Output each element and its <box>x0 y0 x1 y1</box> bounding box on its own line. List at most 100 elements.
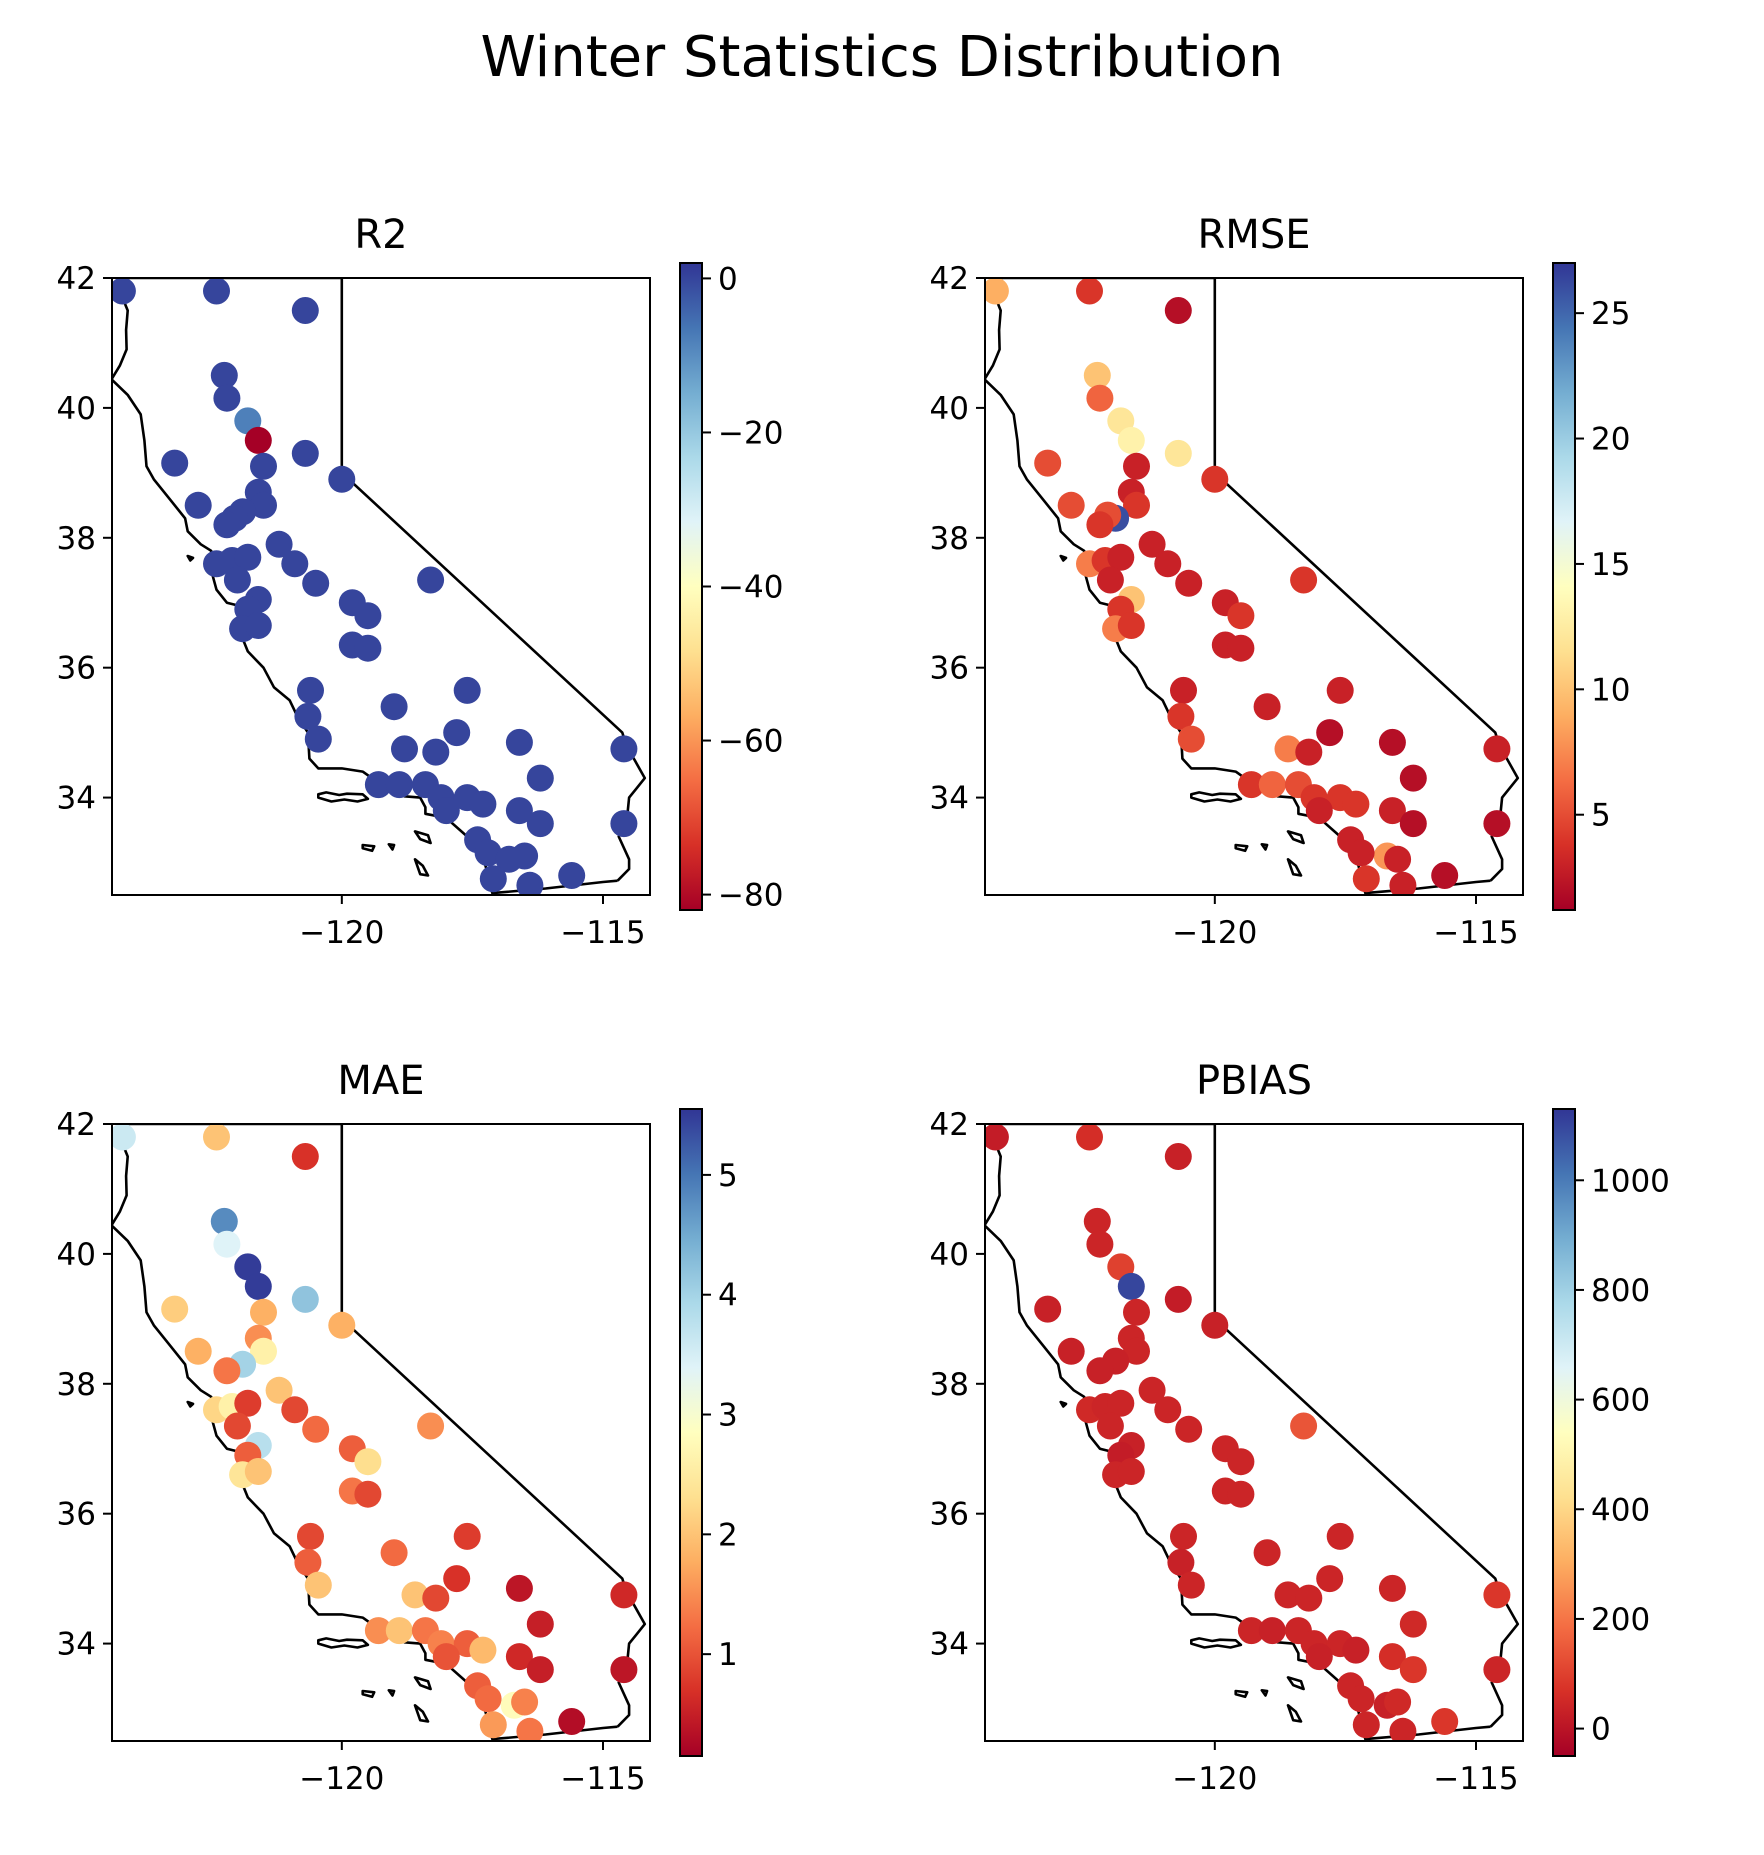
axes-frame <box>111 1123 651 1742</box>
colorbar-tick-label: 5 <box>718 1158 738 1194</box>
y-tick-label: 38 <box>930 521 969 557</box>
y-tick-label: 34 <box>57 781 96 817</box>
station-point <box>380 1539 408 1567</box>
colorbar-fill <box>1553 1109 1575 1756</box>
station-point <box>364 1617 392 1645</box>
station-point <box>526 810 554 838</box>
station-point <box>281 550 309 578</box>
station-point <box>354 602 382 630</box>
station-point <box>985 278 1009 305</box>
x-tick-label: −120 <box>1172 1761 1257 1797</box>
station-point <box>417 566 445 594</box>
station-point <box>213 1357 241 1385</box>
station-point <box>474 1685 502 1713</box>
station-point <box>432 797 460 825</box>
panel-rmse: RMSE −120 −115 34 36 38 40 42 5 10 15 20 25 <box>930 212 1631 951</box>
map-outline <box>985 1124 1520 1741</box>
station-point <box>112 1124 136 1151</box>
station-point <box>112 278 136 305</box>
y-tick-label: 40 <box>930 391 969 427</box>
station-point <box>1117 612 1145 639</box>
island <box>186 554 195 562</box>
colorbar-fill <box>680 1109 702 1756</box>
station-point <box>210 1207 238 1235</box>
island <box>1059 554 1068 562</box>
y-tick-label: 42 <box>930 1107 969 1143</box>
station-point <box>1086 1230 1114 1258</box>
island <box>1260 843 1269 851</box>
y-tick-label: 34 <box>57 1627 96 1663</box>
station-point <box>1378 1574 1406 1602</box>
station-point <box>505 1574 533 1602</box>
station-point <box>1164 1143 1192 1170</box>
station-point <box>1227 634 1255 662</box>
colorbar-tick-label: 3 <box>718 1398 738 1434</box>
station-point <box>469 1636 497 1664</box>
station-point <box>244 426 272 454</box>
station-point <box>1378 797 1406 825</box>
station-point <box>1384 1688 1412 1716</box>
station-point <box>1483 810 1511 838</box>
colorbar-tick-label: 0 <box>718 261 738 297</box>
station-point <box>1258 1617 1286 1645</box>
station-point <box>1107 1389 1135 1417</box>
station-point <box>1316 1565 1344 1593</box>
x-tick-label: −115 <box>1433 1761 1518 1797</box>
station-point <box>474 839 502 867</box>
colorbar-frame <box>1552 1108 1576 1757</box>
station-point <box>1347 839 1375 867</box>
station-point <box>1253 693 1281 721</box>
y-tick-label: 36 <box>930 651 969 687</box>
station-point <box>223 1412 251 1440</box>
station-point <box>1399 810 1427 838</box>
station-point <box>203 1124 230 1151</box>
station-point <box>443 1565 471 1593</box>
y-tick-label: 36 <box>57 651 96 687</box>
station-point <box>1107 543 1135 571</box>
station-point <box>1237 771 1265 799</box>
station-point <box>1483 1656 1511 1684</box>
station-point <box>234 543 262 571</box>
station-point <box>610 1656 638 1684</box>
station-point <box>1034 1295 1062 1323</box>
axes-frame <box>984 277 1524 896</box>
station-point <box>1164 1285 1192 1313</box>
island <box>361 843 376 853</box>
island <box>387 843 396 851</box>
axes-frame <box>111 277 651 896</box>
colorbar-tick-label: 5 <box>1591 798 1611 834</box>
x-tick-label: −120 <box>299 1761 384 1797</box>
x-tick-label: −115 <box>560 1761 645 1797</box>
y-tick-label: 38 <box>930 1367 969 1403</box>
station-point <box>184 491 212 519</box>
state-boundary <box>121 278 647 882</box>
station-point <box>985 1124 1009 1151</box>
station-point <box>234 1389 262 1417</box>
station-point <box>391 735 418 763</box>
station-point <box>526 1610 554 1638</box>
station-point <box>302 1415 330 1443</box>
station-point <box>1201 465 1229 493</box>
station-point <box>294 1548 322 1576</box>
station-point <box>213 511 241 539</box>
y-tick-label: 40 <box>57 1237 96 1273</box>
station-point <box>1057 1337 1085 1365</box>
island <box>1059 1400 1068 1408</box>
panel-title: MAE <box>337 1058 424 1104</box>
station-point <box>1227 1448 1255 1476</box>
x-tick-label: −115 <box>560 915 645 951</box>
colorbar: 0 200 400 600 800 1000 <box>1552 1108 1670 1757</box>
station-point <box>1483 1581 1511 1609</box>
station-point <box>505 728 533 756</box>
station-point <box>1177 725 1205 753</box>
island <box>1234 1689 1249 1699</box>
colorbar-tick-label: −80 <box>718 878 783 914</box>
station-point <box>1326 1522 1354 1550</box>
station-point <box>479 1711 507 1739</box>
station-point <box>511 842 539 870</box>
station-point <box>610 735 638 763</box>
station-point <box>1399 1656 1427 1684</box>
scatter-points <box>985 1124 1511 1741</box>
station-point <box>505 797 533 825</box>
